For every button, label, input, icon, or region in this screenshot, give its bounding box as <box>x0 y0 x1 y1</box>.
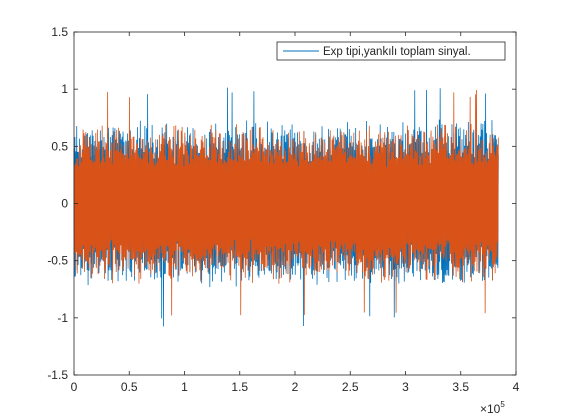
y-tick-label: -0.5 <box>47 254 68 268</box>
x-exponent-base: ×10 <box>480 402 501 416</box>
x-tick-label: 4 <box>513 380 520 394</box>
y-tick-label: 1.5 <box>51 25 68 39</box>
legend-entry-label: Exp tipi,yankılı toplam sinyal. <box>323 46 471 58</box>
x-tick-label: 2.5 <box>342 380 359 394</box>
y-axis-ticks: -1.5 -1 -0.5 0 0.5 1 1.5 <box>47 25 516 382</box>
y-tick-label: -1 <box>57 311 68 325</box>
y-tick-label: -1.5 <box>47 368 68 382</box>
x-tick-label: 3.5 <box>452 380 469 394</box>
legend-box <box>276 41 506 61</box>
x-tick-label: 3 <box>402 380 409 394</box>
y-tick-label: 0.5 <box>51 139 68 153</box>
series-line-2 <box>73 89 499 316</box>
x-axis-ticks: 0 0.5 1 1.5 2 2.5 3 3.5 4 <box>71 32 520 394</box>
x-tick-label: 0 <box>71 380 78 394</box>
x-tick-label: 1.5 <box>231 380 248 394</box>
legend: Exp tipi,yankılı toplam sinyal. <box>276 41 506 61</box>
x-tick-label: 2 <box>292 380 299 394</box>
y-tick-label: 1 <box>61 82 68 96</box>
y-tick-label: 0 <box>61 197 68 211</box>
x-tick-label: 1 <box>181 380 188 394</box>
series-layer <box>73 87 499 327</box>
x-tick-label: 0.5 <box>121 380 138 394</box>
x-exponent-power: 5 <box>500 400 505 409</box>
x-axis-exponent-label: ×105 <box>480 400 505 416</box>
